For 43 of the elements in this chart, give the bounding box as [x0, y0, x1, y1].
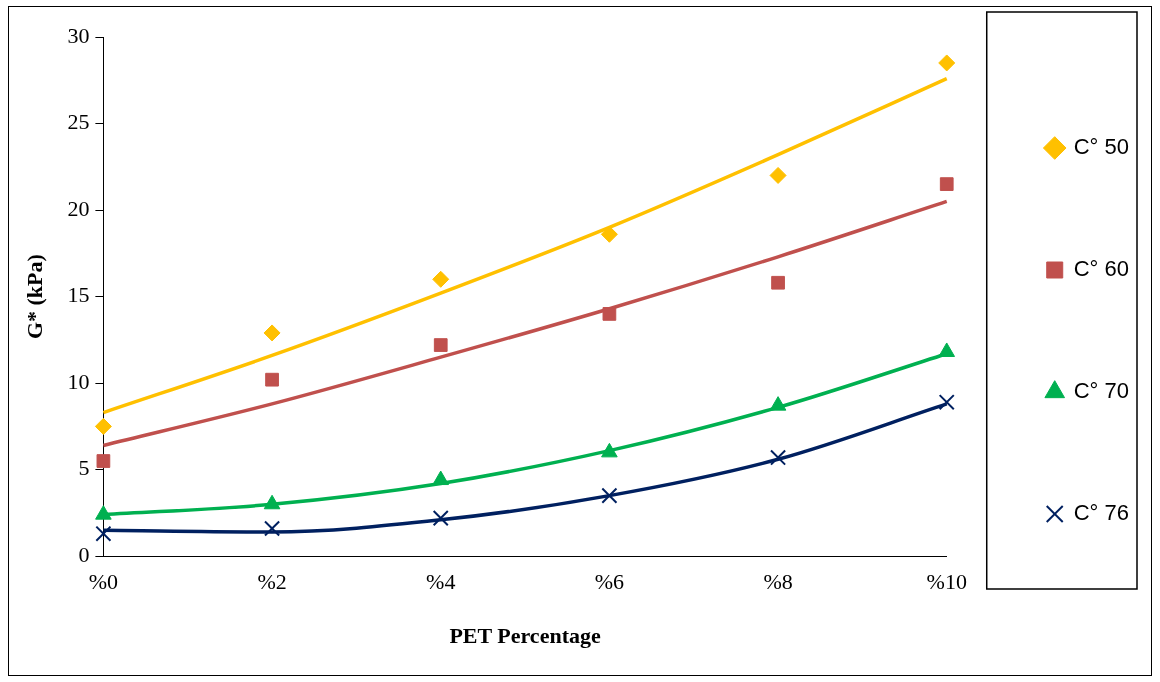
legend-label: C° 50	[1073, 134, 1130, 160]
y-tick-label: 20	[67, 195, 90, 221]
x-tick-label: %6	[594, 569, 625, 595]
y-tick-label: 30	[67, 22, 90, 48]
point	[769, 449, 787, 466]
point	[433, 338, 448, 352]
legend-label: C° 60	[1073, 256, 1130, 282]
x-tick-label: %8	[763, 569, 793, 595]
point	[938, 54, 956, 72]
y-tick-label: 15	[67, 282, 90, 308]
y-tick-label: 0	[78, 541, 90, 567]
point	[96, 454, 111, 468]
x-tick-label: %0	[88, 569, 119, 595]
point	[263, 494, 281, 510]
y-tick-label: 25	[67, 109, 90, 135]
legend-label: C° 76	[1073, 500, 1130, 526]
point	[432, 470, 450, 486]
x-tick-label: %4	[426, 569, 456, 595]
point	[432, 510, 449, 527]
point	[95, 525, 112, 542]
x-axis-title: PET Percentage	[449, 623, 601, 649]
point	[939, 177, 954, 191]
x-tick-label: %10	[926, 569, 967, 595]
point	[938, 394, 955, 411]
point	[601, 487, 618, 504]
y-tick-label: 10	[67, 368, 90, 394]
line-series	[101, 76, 949, 415]
point	[769, 396, 787, 411]
point	[602, 307, 617, 321]
x-tick-label: %2	[257, 569, 287, 595]
point	[771, 275, 785, 290]
point	[432, 270, 450, 288]
legend-label: C° 70	[1073, 378, 1130, 404]
point	[264, 520, 281, 537]
line-series	[101, 199, 949, 448]
point	[265, 372, 279, 387]
point	[769, 166, 787, 184]
y-tick-label: 5	[78, 455, 90, 481]
point	[94, 417, 112, 435]
point	[601, 442, 618, 458]
y-axis-title: G* (kPa)	[21, 254, 47, 340]
point	[263, 324, 281, 342]
point	[95, 505, 112, 520]
